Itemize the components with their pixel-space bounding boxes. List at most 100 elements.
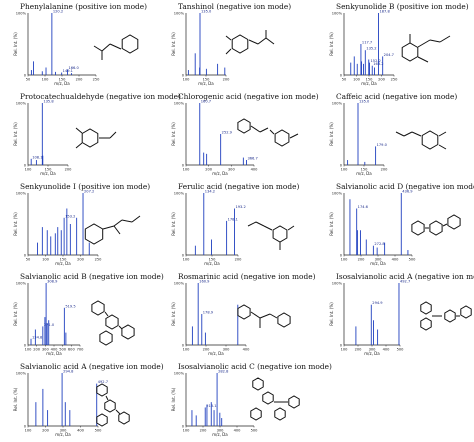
spectrum-panel: Salvianolic acid B (negative ion mode) 0 1… [2, 272, 164, 359]
y-axis-label: Rel. Int. (%) [13, 122, 18, 146]
spectrum-panel: Rosmarinic acid (negative ion mode) 0 100%… [160, 272, 315, 359]
bond-line [257, 37, 267, 45]
x-axis-label: m/z, Da [208, 351, 224, 356]
x-tick-label: 150 [203, 78, 211, 82]
molecule-structure [250, 377, 300, 421]
peak-label: 135.0 [201, 10, 212, 14]
x-tick-label: 500 [59, 348, 67, 352]
peak-label: 160.9 [199, 280, 210, 284]
x-axis-label: m/z, Da [212, 171, 228, 176]
spectrum-panel: Ferulic acid (negative ion mode) 0 100% Rel… [160, 182, 310, 269]
x-tick-label: 200 [42, 429, 50, 433]
ring-shape [121, 324, 135, 340]
spectrum-plot: 0 100% Rel. Int. (%) 50 100 150 200 250 m/z, Da 1… [13, 190, 141, 266]
y-tick-label: 100% [332, 192, 343, 196]
x-tick-label: 300 [375, 258, 383, 262]
y-tick-label: 100% [332, 282, 343, 286]
spectrum-panel: Tanshinol (negative ion mode) 0 100% Rel. I… [160, 2, 310, 89]
bond-line [115, 409, 121, 415]
y-axis-label: Rel. Int. (%) [171, 387, 176, 411]
x-tick-label: 200 [381, 168, 389, 172]
x-axis-label: m/z, Da [212, 432, 228, 437]
peak-label: 134.8 [32, 335, 43, 339]
x-tick-label: 100 [25, 348, 33, 352]
peak-label: 135.8 [43, 100, 54, 104]
spectrum-plot: 0 100% Rel. Int. (%) 50 100 150 200 250 m/z, Da 1… [329, 10, 451, 86]
bond-line [118, 325, 123, 330]
spectrum-title: Senkyunolide I (positive ion mode) [20, 182, 151, 191]
x-tick-label: 200 [223, 78, 231, 82]
y-tick-label: 100% [16, 12, 27, 16]
x-tick-label: 500 [95, 429, 103, 433]
peak-label: 519.5 [65, 304, 75, 308]
y-axis-label: Rel. Int. (%) [329, 122, 334, 146]
y-tick-label: 0 [340, 344, 343, 348]
ring-shape [420, 301, 432, 315]
x-tick-label: 300 [228, 168, 236, 172]
spectrum-plot: 0 100% Rel. Int. (%) 100 150 200 m/z, Da 135.0 [171, 10, 275, 86]
y-tick-label: 100% [174, 192, 185, 196]
bond-line [259, 127, 269, 133]
bond-line [438, 144, 447, 150]
bond-line [417, 39, 431, 48]
bond-line [269, 129, 275, 135]
spectrum-title: Rosmarinic acid (negative ion mode) [178, 272, 316, 281]
x-tick-label: 100 [183, 348, 191, 352]
y-tick-label: 100% [174, 102, 185, 106]
spectrum-title: Chlorogenic acid (negative ion mode) [178, 92, 319, 101]
ring-shape [277, 312, 291, 328]
molecule-structure [225, 30, 275, 55]
x-tick-label: 200 [235, 258, 243, 262]
bond-line [75, 142, 83, 149]
bond-line [250, 311, 261, 319]
peak-label: 492.7 [98, 380, 108, 384]
peak-label: 492.7 [400, 280, 410, 284]
y-axis-label: Rel. Int. (%) [13, 212, 18, 236]
peak-label: 152.2 [371, 59, 381, 63]
spectrum-plot: 0 100% Rel. Int. (%) 100 200 300 400 500 m/z, Da… [171, 370, 300, 437]
bond-line [287, 225, 295, 231]
molecule-structure [237, 304, 291, 328]
x-tick-label: 250 [391, 78, 399, 82]
x-tick-label: 400 [77, 429, 85, 433]
molecule-structure [247, 221, 295, 250]
spectrum-title: Salvianolic acid A (negative ion mode) [20, 362, 164, 371]
x-tick-label: 300 [223, 348, 231, 352]
ring-shape [231, 34, 249, 54]
ring-shape [421, 130, 439, 150]
y-axis-label: Rel. Int. (%) [329, 302, 334, 326]
y-tick-label: 0 [24, 164, 27, 168]
x-tick-label: 100 [183, 258, 191, 262]
spectrum-panel: Chlorogenic acid (negative ion mode) 0 100… [160, 92, 319, 179]
ring-shape [274, 129, 290, 147]
y-axis-label: Rel. Int. (%) [329, 212, 334, 236]
y-axis-label: Rel. Int. (%) [13, 302, 18, 326]
x-tick-label: 100 [341, 168, 349, 172]
bond-line [105, 395, 109, 401]
spectrum-panel: Phenylalanine (positive ion mode) 0 100% Re… [2, 2, 152, 89]
y-tick-label: 0 [24, 344, 27, 348]
spectrum-title: Salvianolic acid D (negative ion mode) [336, 182, 474, 191]
peak-label: 294.8 [63, 370, 74, 374]
peak-label: 179.0 [377, 143, 388, 147]
ring-shape [411, 220, 425, 236]
ring-shape [288, 395, 300, 409]
spectrum-title: Salvianolic acid B (negative ion mode) [20, 272, 164, 281]
x-axis-label: m/z, Da [204, 261, 220, 266]
peak-label: 252.9 [222, 131, 233, 135]
peak-label: 178.1 [228, 217, 238, 221]
x-tick-label: 400 [392, 258, 400, 262]
y-tick-label: 100% [332, 102, 343, 106]
x-tick-label: 300 [42, 348, 50, 352]
x-axis-label: m/z, Da [46, 351, 62, 356]
ring-shape [447, 214, 461, 230]
y-tick-label: 0 [340, 254, 343, 258]
y-axis-label: Rel. Int. (%) [13, 32, 18, 56]
peak-label: 366.7 [247, 157, 257, 161]
peak-label: 271.0 [44, 323, 55, 327]
spectrum-plot: 0 100% Rel. Int. (%) 100 150 200 m/z, Da 134.2 1… [171, 190, 295, 266]
x-tick-label: 250 [95, 258, 103, 262]
peak-label: 120.2 [53, 10, 63, 14]
y-axis-label: Rel. Int. (%) [13, 387, 18, 411]
bond-line [250, 125, 261, 133]
